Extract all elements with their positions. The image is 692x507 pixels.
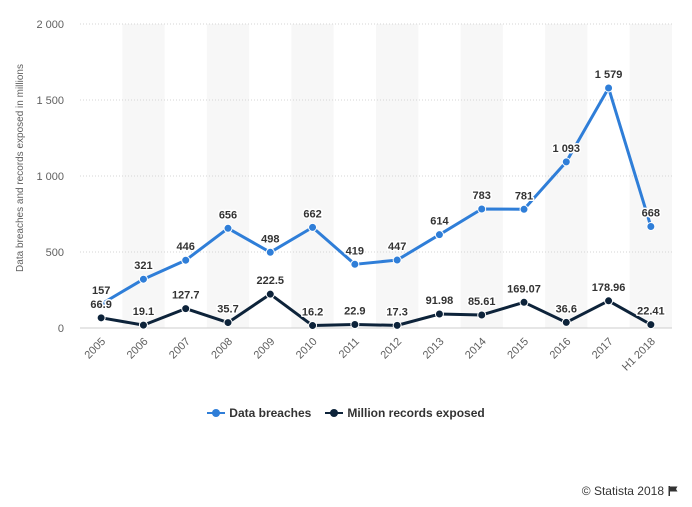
point-million-records-exposed-2017[interactable] bbox=[604, 296, 614, 306]
data-label-data-breaches-2017: 1 579 bbox=[595, 69, 623, 81]
data-label-million-records-exposed-2006: 19.1 bbox=[133, 306, 154, 318]
legend: Data breaches Million records exposed bbox=[0, 406, 692, 420]
x-tick-label-2013: 2013 bbox=[421, 336, 447, 362]
data-label-data-breaches-2014: 783 bbox=[473, 190, 491, 202]
legend-label-data-breaches: Data breaches bbox=[229, 406, 312, 420]
point-data-breaches-2017[interactable] bbox=[604, 83, 614, 93]
x-tick-label-2005: 2005 bbox=[82, 336, 108, 362]
x-axis-ticks: 2005 2006 2007 2008 2009 2010 2011 2012 2013 2014… bbox=[82, 336, 658, 374]
plot-bands bbox=[122, 24, 672, 328]
data-label-million-records-exposed-2010: 16.2 bbox=[302, 307, 323, 319]
data-label-million-records-exposed-2016: 36.6 bbox=[556, 303, 577, 315]
point-data-breaches-2012[interactable] bbox=[392, 255, 402, 265]
point-million-records-exposed-2010[interactable] bbox=[308, 321, 318, 331]
data-label-million-records-exposed-2012: 17.3 bbox=[386, 306, 407, 318]
x-tick-label-2010: 2010 bbox=[294, 336, 320, 362]
legend-symbol-data-breaches bbox=[207, 408, 226, 418]
x-tick-label-2017: 2017 bbox=[590, 336, 616, 362]
data-label-million-records-exposed-2015: 169.07 bbox=[507, 283, 541, 295]
legend-symbol-million-records-exposed bbox=[325, 408, 344, 418]
flag-icon bbox=[668, 486, 678, 496]
point-million-records-exposed-2011[interactable] bbox=[350, 320, 360, 330]
point-data-breaches-2009[interactable] bbox=[265, 247, 275, 257]
point-data-breaches-2005[interactable] bbox=[96, 299, 106, 309]
data-label-data-breaches-2011: 419 bbox=[346, 245, 364, 257]
legend-label-million-records-exposed: Million records exposed bbox=[347, 406, 485, 420]
y-tick-label-500: 500 bbox=[46, 247, 64, 259]
data-label-data-breaches-2009: 498 bbox=[261, 233, 279, 245]
point-million-records-exposed-2016[interactable] bbox=[561, 317, 571, 327]
x-tick-label-2012: 2012 bbox=[378, 336, 404, 362]
series-line-data-breaches bbox=[100, 86, 653, 306]
y-tick-label-1500: 1 500 bbox=[36, 95, 64, 107]
data-label-data-breaches-h1-2018: 668 bbox=[642, 207, 660, 219]
plot-band-2010 bbox=[291, 24, 334, 328]
data-label-data-breaches-2005: 157 bbox=[92, 285, 110, 297]
x-tick-label-2006: 2006 bbox=[125, 336, 151, 362]
point-data-breaches-2006[interactable] bbox=[138, 274, 148, 284]
data-label-data-breaches-2012: 447 bbox=[388, 241, 406, 253]
legend-item-data-breaches[interactable]: Data breaches bbox=[207, 406, 311, 420]
line-chart: 0 500 1 000 1 500 2 000 2005 2006 2007 2008 2009… bbox=[15, 19, 672, 374]
data-label-million-records-exposed-2017: 178.96 bbox=[592, 282, 626, 294]
point-million-records-exposed-2014[interactable] bbox=[477, 310, 487, 320]
plot-band-2014 bbox=[460, 24, 503, 328]
point-data-breaches-2015[interactable] bbox=[519, 204, 529, 214]
y-tick-label-0: 0 bbox=[58, 323, 64, 335]
x-tick-label-2007: 2007 bbox=[167, 336, 193, 362]
point-data-breaches-2010[interactable] bbox=[308, 222, 318, 232]
data-label-million-records-exposed-2011: 22.9 bbox=[344, 306, 365, 318]
data-label-data-breaches-2013: 614 bbox=[430, 216, 449, 228]
data-label-million-records-exposed-2013: 91.98 bbox=[426, 295, 454, 307]
x-tick-label-2009: 2009 bbox=[252, 336, 278, 362]
data-label-million-records-exposed-2005: 66.9 bbox=[90, 299, 111, 311]
point-data-breaches-2013[interactable] bbox=[434, 230, 444, 240]
x-tick-label-2008: 2008 bbox=[209, 336, 235, 362]
data-label-million-records-exposed-2014: 85.61 bbox=[468, 296, 496, 308]
data-label-data-breaches-2010: 662 bbox=[303, 208, 321, 220]
point-million-records-exposed-2009[interactable] bbox=[265, 289, 275, 299]
data-label-data-breaches-2006: 321 bbox=[134, 260, 152, 272]
point-million-records-exposed-2012[interactable] bbox=[392, 320, 402, 330]
x-tick-label-2016: 2016 bbox=[548, 336, 574, 362]
x-tick-label-2015: 2015 bbox=[505, 336, 531, 362]
data-label-data-breaches-2015: 781 bbox=[515, 190, 533, 202]
credit-text: © Statista 2018 bbox=[581, 484, 664, 498]
y-axis-ticks: 0 500 1 000 1 500 2 000 bbox=[36, 19, 64, 335]
data-label-data-breaches-2016: 1 093 bbox=[553, 143, 581, 155]
plot-band-2012 bbox=[376, 24, 419, 328]
point-million-records-exposed-2008[interactable] bbox=[223, 318, 233, 328]
data-label-million-records-exposed-2007: 127.7 bbox=[172, 290, 200, 302]
series-layer bbox=[96, 83, 656, 331]
point-data-breaches-h1-2018[interactable] bbox=[646, 221, 656, 231]
point-million-records-exposed-2005[interactable] bbox=[96, 313, 106, 323]
legend-item-million-records-exposed[interactable]: Million records exposed bbox=[325, 406, 485, 420]
point-data-breaches-2008[interactable] bbox=[223, 223, 233, 233]
data-labels: 157 321 446 656 498 662 419 447 614 783 781 1 093 1 … bbox=[89, 67, 666, 320]
point-data-breaches-2007[interactable] bbox=[181, 255, 191, 265]
x-tick-label-h1-2018: H1 2018 bbox=[620, 336, 658, 374]
x-tick-label-2014: 2014 bbox=[463, 336, 489, 362]
gridlines bbox=[80, 23, 672, 329]
point-data-breaches-2014[interactable] bbox=[477, 204, 487, 214]
point-data-breaches-2011[interactable] bbox=[350, 259, 360, 269]
x-tick-label-2011: 2011 bbox=[337, 336, 362, 361]
point-million-records-exposed-2006[interactable] bbox=[138, 320, 148, 330]
point-data-breaches-2016[interactable] bbox=[561, 157, 571, 167]
point-million-records-exposed-2013[interactable] bbox=[434, 309, 444, 319]
y-axis-title: Data breaches and records exposed in mil… bbox=[15, 64, 26, 272]
data-label-data-breaches-2008: 656 bbox=[219, 209, 237, 221]
data-label-million-records-exposed-2008: 35.7 bbox=[217, 304, 238, 316]
y-tick-label-2000: 2 000 bbox=[36, 19, 64, 31]
y-tick-label-1000: 1 000 bbox=[36, 171, 64, 183]
data-label-data-breaches-2007: 446 bbox=[177, 241, 195, 253]
point-million-records-exposed-2007[interactable] bbox=[181, 304, 191, 314]
series-line-million-records-exposed bbox=[100, 292, 652, 328]
data-label-million-records-exposed-h1-2018: 22.41 bbox=[637, 306, 665, 318]
point-million-records-exposed-2015[interactable] bbox=[519, 297, 529, 307]
data-label-million-records-exposed-2009: 222.5 bbox=[257, 275, 285, 287]
statista-credit[interactable]: © Statista 2018 bbox=[582, 484, 678, 498]
point-million-records-exposed-h1-2018[interactable] bbox=[646, 320, 656, 330]
